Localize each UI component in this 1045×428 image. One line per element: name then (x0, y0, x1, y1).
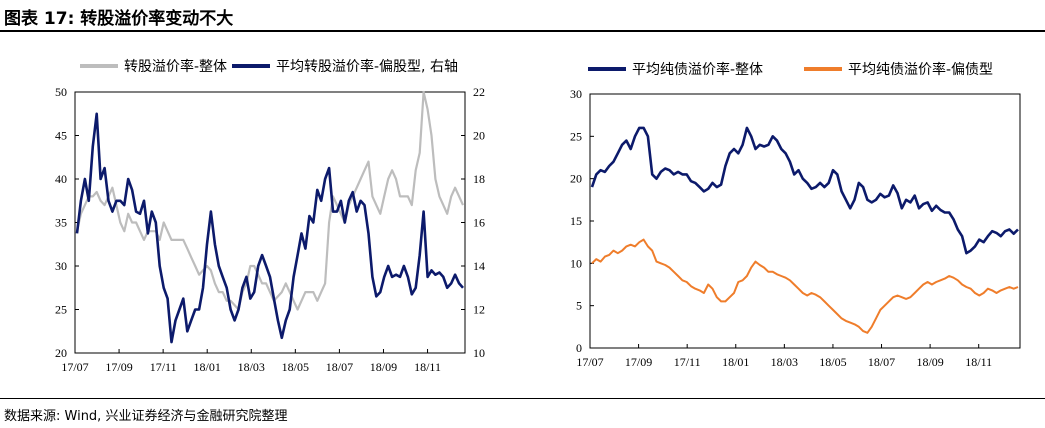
y-tick-label: 30 (55, 259, 67, 273)
x-tick-label: 18/07 (326, 360, 353, 374)
y-tick-label: 45 (55, 129, 67, 143)
x-tick-label: 17/07 (61, 360, 88, 374)
series-line-1-2 (75, 112, 464, 344)
series-line-1-1 (75, 90, 465, 311)
y-tick-label: 25 (55, 303, 67, 317)
source-note: 数据来源: Wind, 兴业证券经济与金融研究院整理 (4, 409, 288, 424)
figure-title-bar: 图表 17: 转股溢价率变动不大 (0, 0, 1045, 32)
x-tick-label: 18/07 (868, 355, 895, 369)
y-tick-label: 25 (570, 129, 582, 143)
x-tick-label: 18/01 (722, 355, 749, 369)
y-tick-label: 10 (570, 256, 582, 270)
x-tick-label: 17/07 (576, 355, 603, 369)
x-tick-label: 17/09 (105, 360, 132, 374)
series-line-2-2 (591, 238, 1019, 334)
y-right-tick-label: 14 (473, 259, 485, 273)
y-tick-label: 20 (55, 346, 67, 360)
y-tick-label: 20 (570, 172, 582, 186)
x-tick-label: 18/03 (238, 360, 265, 374)
x-tick-label: 18/05 (819, 355, 846, 369)
legend-label: 转股溢价率-整体 (124, 58, 227, 75)
y-right-tick-label: 12 (473, 303, 485, 317)
y-right-tick-label: 16 (473, 216, 485, 230)
y-right-tick-label: 10 (473, 346, 485, 360)
y-tick-label: 15 (570, 214, 582, 228)
y-right-tick-label: 20 (473, 129, 485, 143)
figure-title: 图表 17: 转股溢价率变动不大 (4, 9, 234, 29)
y-tick-label: 0 (576, 341, 582, 355)
y-tick-label: 30 (570, 87, 582, 101)
x-tick-label: 18/11 (965, 355, 992, 369)
x-tick-label: 18/03 (771, 355, 798, 369)
y-tick-label: 35 (55, 216, 67, 230)
legend-label: 平均纯债溢价率-偏债型 (848, 61, 993, 78)
x-tick-label: 18/05 (282, 360, 309, 374)
y-tick-label: 5 (576, 299, 582, 313)
x-tick-label: 17/11 (674, 355, 701, 369)
x-tick-label: 18/09 (916, 355, 943, 369)
x-tick-label: 18/09 (370, 360, 397, 374)
x-tick-label: 17/11 (150, 360, 177, 374)
legend-label: 平均转股溢价率-偏股型, 右轴 (276, 58, 458, 75)
source-bar: 数据来源: Wind, 兴业证券经济与金融研究院整理 (0, 398, 1045, 428)
y-right-tick-label: 18 (473, 172, 485, 186)
x-tick-label: 18/01 (194, 360, 221, 374)
x-tick-label: 17/09 (625, 355, 652, 369)
series-line-2-1 (590, 126, 1019, 255)
y-tick-label: 50 (55, 85, 67, 99)
x-tick-label: 18/11 (414, 360, 441, 374)
y-right-tick-label: 22 (473, 85, 485, 99)
y-tick-label: 40 (55, 172, 67, 186)
legend-label: 平均纯债溢价率-整体 (632, 61, 763, 78)
